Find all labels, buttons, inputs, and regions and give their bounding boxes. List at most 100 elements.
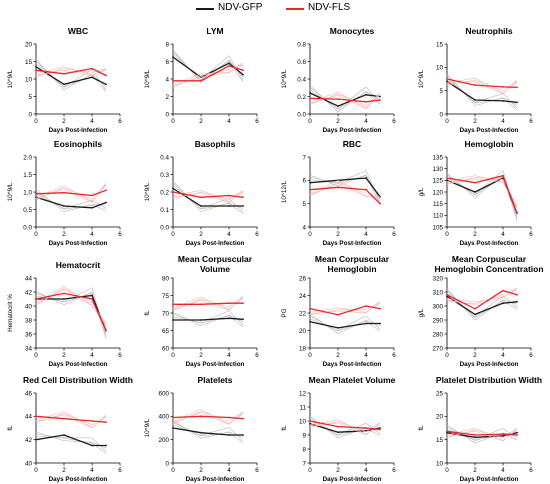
y-tick-label: 6 — [165, 59, 169, 66]
data-point-ndv-fls — [446, 430, 448, 433]
data-point-ndv-fls — [63, 292, 65, 295]
x-tick-label: 6 — [118, 118, 122, 125]
y-tick-label: 20 — [299, 328, 307, 335]
data-point-ndv-fls — [228, 416, 230, 419]
data-point-ndv-gfp — [502, 100, 504, 102]
data-point-ndv-gfp — [91, 206, 93, 209]
y-axis-label: fL — [7, 425, 14, 431]
data-point-ndv-fls — [63, 191, 65, 194]
data-point-ndv-gfp — [172, 187, 174, 190]
x-axis-label: Days Post-Infection — [186, 476, 245, 483]
x-tick-label: 6 — [255, 231, 259, 238]
chart-title: Mean Corpuscular — [452, 254, 527, 264]
y-tick-label: 15 — [436, 437, 444, 444]
x-tick-label: 6 — [118, 352, 122, 359]
data-point-ndv-gfp — [337, 105, 339, 108]
x-tick-label: 4 — [501, 231, 505, 238]
x-tick-label: 4 — [90, 118, 94, 125]
data-point-ndv-gfp — [172, 56, 174, 59]
series-line-ndv-gfp — [172, 187, 243, 207]
x-tick-label: 4 — [90, 352, 94, 359]
x-tick-label: 2 — [62, 118, 66, 125]
data-point-ndv-gfp — [172, 319, 174, 321]
y-tick-label: 0 — [165, 111, 169, 118]
data-point-ndv-fls — [365, 100, 367, 103]
x-tick-label: 6 — [118, 467, 122, 474]
data-point-ndv-gfp — [446, 80, 448, 83]
y-tick-label: 15 — [25, 59, 33, 66]
y-axis-label: fL — [144, 310, 151, 316]
data-point-ndv-gfp — [105, 201, 107, 204]
data-point-ndv-gfp — [63, 205, 65, 207]
y-tick-label: 34 — [25, 345, 33, 352]
y-tick-label: 42 — [25, 289, 33, 296]
chart-title: Platelets — [198, 375, 233, 385]
chart-title: Mean Corpuscular — [178, 254, 253, 264]
y-tick-label: 22 — [299, 310, 307, 317]
chart-title: Hemoglobin — [327, 264, 376, 274]
data-point-ndv-gfp — [200, 431, 202, 434]
series-line-ndv-fls — [172, 415, 244, 420]
y-axis-label: g/L — [418, 308, 425, 317]
x-tick-label: 2 — [336, 231, 340, 238]
y-axis-label: g/L — [418, 187, 425, 196]
data-point-ndv-gfp — [91, 76, 93, 79]
x-tick-label: 0 — [34, 467, 38, 474]
data-point-ndv-gfp — [446, 431, 448, 434]
x-tick-label: 2 — [473, 231, 477, 238]
x-tick-label: 4 — [364, 118, 368, 125]
y-tick-label: 270 — [432, 345, 443, 352]
legend-label-ndv-gfp: NDV-GFP — [218, 2, 263, 13]
data-point-ndv-gfp — [105, 444, 107, 447]
replicate-line-ndv-fls — [446, 287, 518, 305]
y-tick-label: 110 — [433, 213, 444, 220]
replicate-line-ndv-gfp — [172, 182, 244, 214]
y-tick-label: 105 — [432, 224, 443, 231]
chart-title: Monocytes — [330, 26, 375, 36]
data-point-ndv-fls — [337, 313, 339, 316]
y-tick-label: 20 — [436, 414, 444, 421]
x-tick-label: 6 — [392, 231, 396, 238]
y-tick-label: 40 — [25, 460, 33, 467]
data-point-ndv-fls — [172, 303, 174, 306]
y-tick-label: 6 — [302, 178, 306, 185]
data-point-ndv-fls — [502, 86, 504, 88]
data-point-ndv-gfp — [516, 300, 518, 303]
x-tick-label: 4 — [364, 352, 368, 359]
y-tick-label: 0.8 — [297, 41, 306, 48]
data-point-ndv-fls — [228, 302, 230, 305]
data-point-ndv-gfp — [309, 422, 311, 425]
data-point-ndv-gfp — [242, 205, 244, 207]
x-tick-label: 4 — [227, 467, 231, 474]
y-tick-label: 10 — [436, 460, 444, 467]
data-point-ndv-fls — [200, 196, 202, 199]
data-point-ndv-fls — [365, 305, 367, 307]
y-tick-label: 0.4 — [297, 76, 306, 83]
data-point-ndv-gfp — [228, 434, 230, 436]
data-point-ndv-fls — [365, 188, 367, 191]
data-point-ndv-fls — [474, 434, 476, 436]
chart-title: Mean Corpuscular — [315, 254, 390, 264]
data-point-ndv-gfp — [105, 83, 107, 86]
data-point-ndv-fls — [105, 74, 107, 77]
data-point-ndv-fls — [446, 78, 448, 80]
chart-title: Mean Platelet Volume — [309, 375, 396, 385]
x-tick-label: 2 — [473, 118, 477, 125]
y-axis-label: 10^9/L — [281, 69, 288, 88]
replicate-line-ndv-gfp — [309, 170, 381, 203]
y-axis-label: fL — [418, 425, 425, 431]
chart-title: Eosinophils — [54, 139, 102, 149]
series-line-ndv-fls — [173, 302, 243, 305]
series-line-ndv-fls — [309, 305, 381, 316]
data-point-ndv-fls — [337, 425, 339, 428]
x-axis-label: Days Post-Infection — [460, 361, 519, 368]
y-tick-label: 135 — [432, 154, 443, 161]
y-axis-label: PG — [281, 308, 288, 317]
x-axis-label: Days Post-Infection — [186, 361, 245, 368]
y-tick-label: 4 — [302, 224, 306, 231]
y-tick-label: 400 — [158, 414, 169, 421]
y-axis-label: fL — [281, 425, 288, 431]
y-tick-label: 10 — [299, 418, 307, 425]
